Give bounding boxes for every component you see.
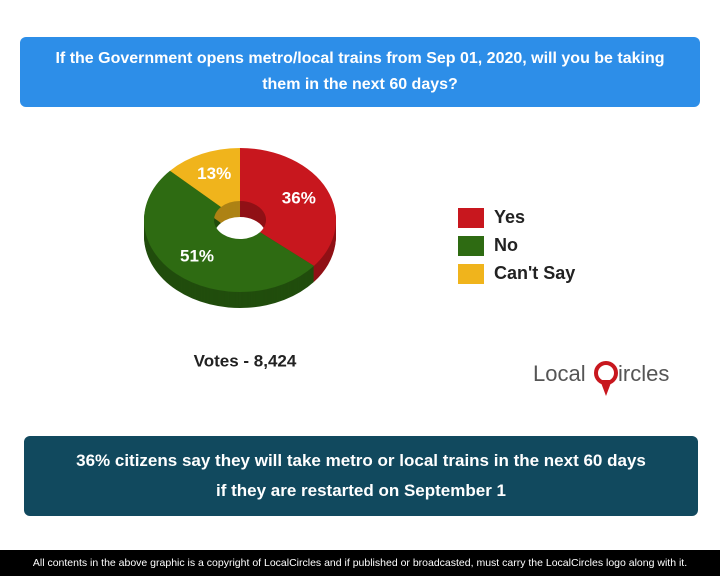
summary-box: 36% citizens say they will take metro or… xyxy=(24,436,698,516)
slice xyxy=(144,170,314,292)
question-banner: If the Government opens metro/local trai… xyxy=(20,37,700,107)
votes-caption: Votes - 8,424 xyxy=(194,351,297,370)
footer: All contents in the above graphic is a c… xyxy=(0,550,720,576)
question: If the Government opens metro/local trai… xyxy=(55,50,665,93)
legend-swatch xyxy=(458,208,484,228)
slice-label: 51% xyxy=(180,247,214,266)
summary: 36% citizens say they will take metro or… xyxy=(76,451,646,500)
chart: Votes - 8,424 Local ircles 36% Yes 51% No 13… xyxy=(143,148,669,396)
slice-top xyxy=(240,148,337,266)
footer-text: All contents in the above graphic is a c… xyxy=(32,557,688,569)
slice xyxy=(240,148,337,266)
slice-top xyxy=(170,148,240,207)
logo-pin-tip xyxy=(600,380,612,396)
logo-left: Local xyxy=(533,361,586,386)
slice xyxy=(170,148,240,207)
slice-label: 13% xyxy=(197,164,231,183)
logo: Local ircles xyxy=(533,361,669,396)
legend-label: No xyxy=(494,235,518,255)
slice-top xyxy=(144,170,314,292)
logo-right: ircles xyxy=(618,361,669,386)
legend-swatch xyxy=(458,264,484,284)
legend-label: Can't Say xyxy=(494,263,575,283)
legend-label: Yes xyxy=(494,207,525,227)
slice-label: 36% xyxy=(282,188,316,207)
legend-swatch xyxy=(458,236,484,256)
